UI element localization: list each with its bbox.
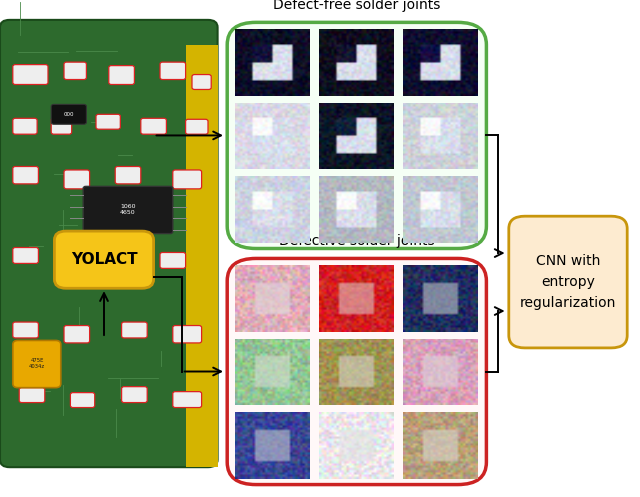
FancyBboxPatch shape xyxy=(64,326,90,343)
FancyBboxPatch shape xyxy=(115,166,141,184)
Text: CNN with
entropy
regularization: CNN with entropy regularization xyxy=(520,254,616,310)
FancyBboxPatch shape xyxy=(509,216,627,348)
FancyBboxPatch shape xyxy=(58,252,82,268)
FancyBboxPatch shape xyxy=(13,118,37,134)
FancyBboxPatch shape xyxy=(227,22,486,249)
FancyBboxPatch shape xyxy=(13,65,48,84)
FancyBboxPatch shape xyxy=(13,340,61,388)
Text: Defect-free solder joints: Defect-free solder joints xyxy=(273,0,440,12)
FancyBboxPatch shape xyxy=(70,393,95,408)
FancyBboxPatch shape xyxy=(173,170,202,189)
FancyBboxPatch shape xyxy=(141,118,166,134)
FancyBboxPatch shape xyxy=(51,104,86,124)
FancyBboxPatch shape xyxy=(13,166,38,184)
Text: Defective solder joints: Defective solder joints xyxy=(279,234,435,248)
Text: 475E
4034z: 475E 4034z xyxy=(29,358,45,369)
FancyBboxPatch shape xyxy=(173,326,202,343)
FancyBboxPatch shape xyxy=(160,62,186,80)
Text: 1060
4650: 1060 4650 xyxy=(120,204,136,215)
FancyBboxPatch shape xyxy=(122,322,147,338)
FancyBboxPatch shape xyxy=(186,45,218,467)
FancyBboxPatch shape xyxy=(64,170,90,189)
FancyBboxPatch shape xyxy=(160,252,186,268)
Text: YOLACT: YOLACT xyxy=(70,252,138,267)
FancyBboxPatch shape xyxy=(192,75,211,89)
FancyBboxPatch shape xyxy=(19,388,45,403)
Text: 000: 000 xyxy=(64,112,74,117)
FancyBboxPatch shape xyxy=(0,20,218,467)
FancyBboxPatch shape xyxy=(13,322,38,338)
FancyBboxPatch shape xyxy=(64,62,86,80)
FancyBboxPatch shape xyxy=(109,248,133,263)
FancyBboxPatch shape xyxy=(122,387,147,403)
FancyBboxPatch shape xyxy=(83,186,173,234)
FancyBboxPatch shape xyxy=(227,258,486,485)
FancyBboxPatch shape xyxy=(173,392,202,408)
FancyBboxPatch shape xyxy=(186,119,208,134)
FancyBboxPatch shape xyxy=(51,118,72,134)
FancyBboxPatch shape xyxy=(96,114,120,129)
FancyBboxPatch shape xyxy=(13,248,38,263)
FancyBboxPatch shape xyxy=(54,231,154,288)
FancyBboxPatch shape xyxy=(109,66,134,84)
